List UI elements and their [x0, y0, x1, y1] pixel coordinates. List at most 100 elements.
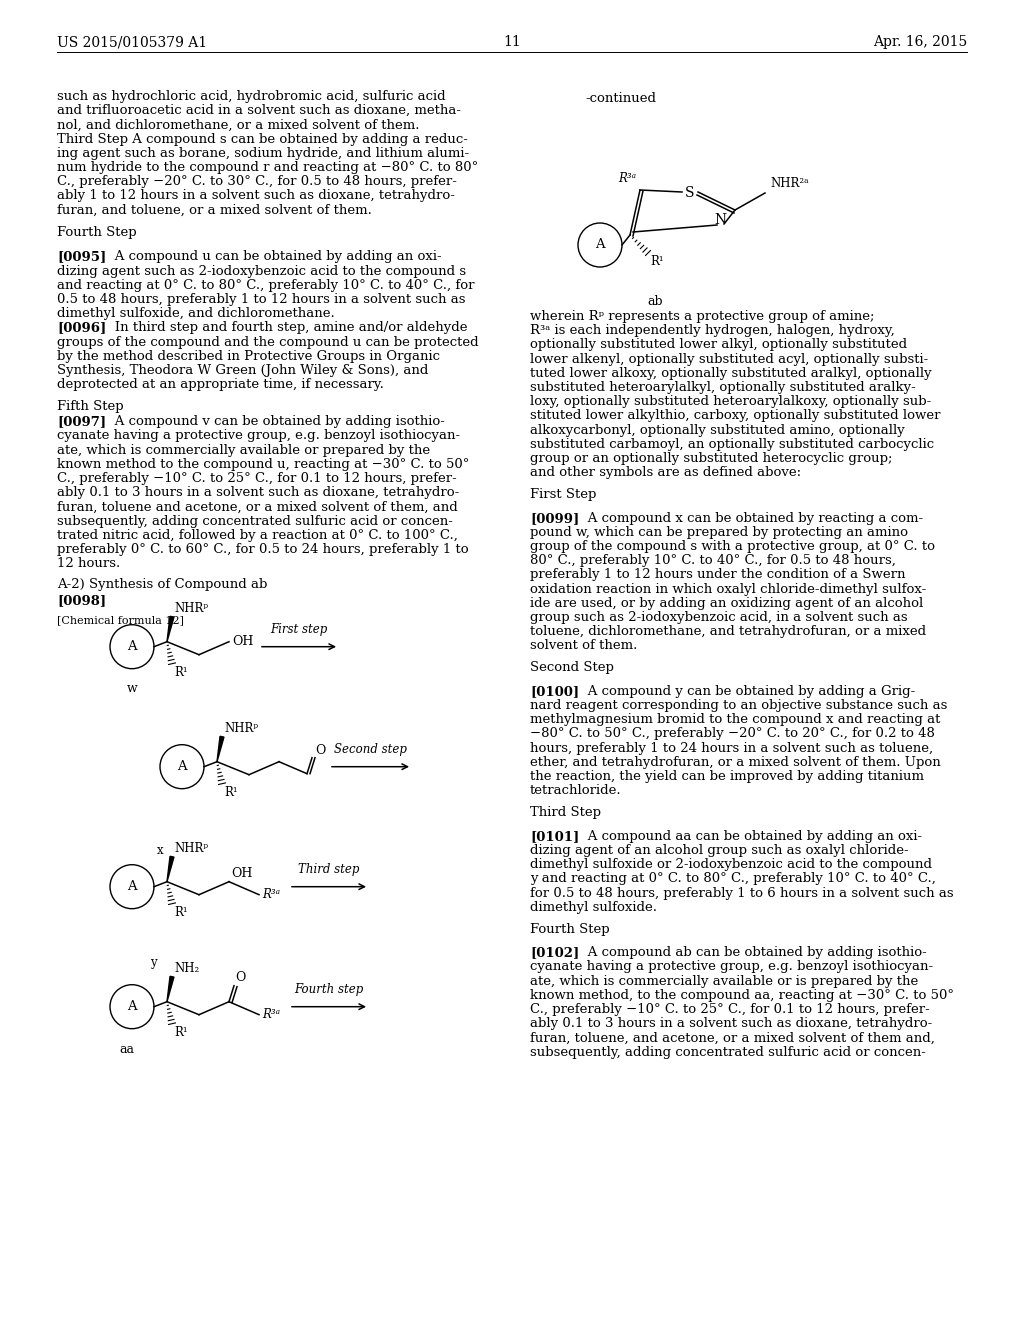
Text: y and reacting at 0° C. to 80° C., preferably 10° C. to 40° C.,: y and reacting at 0° C. to 80° C., prefe… — [530, 873, 936, 886]
Text: dimethyl sulfoxide or 2-iodoxybenzoic acid to the compound: dimethyl sulfoxide or 2-iodoxybenzoic ac… — [530, 858, 932, 871]
Text: aa: aa — [120, 1043, 134, 1056]
Text: S: S — [685, 186, 694, 201]
Text: dimethyl sulfoxide.: dimethyl sulfoxide. — [530, 900, 657, 913]
Text: x: x — [157, 843, 164, 857]
Text: group of the compound s with a protective group, at 0° C. to: group of the compound s with a protectiv… — [530, 540, 935, 553]
Text: stituted lower alkylthio, carboxy, optionally substituted lower: stituted lower alkylthio, carboxy, optio… — [530, 409, 940, 422]
Text: ate, which is commercially available or prepared by the: ate, which is commercially available or … — [57, 444, 430, 457]
Text: Fourth Step: Fourth Step — [530, 923, 609, 936]
Text: and other symbols are as defined above:: and other symbols are as defined above: — [530, 466, 801, 479]
Text: preferably 1 to 12 hours under the condition of a Swern: preferably 1 to 12 hours under the condi… — [530, 569, 905, 581]
Text: lower alkenyl, optionally substituted acyl, optionally substi-: lower alkenyl, optionally substituted ac… — [530, 352, 928, 366]
Text: First Step: First Step — [530, 488, 596, 502]
Text: [0095]: [0095] — [57, 251, 106, 264]
Text: [Chemical formula 12]: [Chemical formula 12] — [57, 615, 184, 626]
Text: deprotected at an appropriate time, if necessary.: deprotected at an appropriate time, if n… — [57, 379, 384, 391]
Text: OH: OH — [231, 867, 252, 879]
Text: ate, which is commercially available or is prepared by the: ate, which is commercially available or … — [530, 974, 919, 987]
Polygon shape — [167, 857, 174, 882]
Text: furan, toluene and acetone, or a mixed solvent of them, and: furan, toluene and acetone, or a mixed s… — [57, 500, 458, 513]
Text: NHR²ᵃ: NHR²ᵃ — [770, 177, 809, 190]
Text: A: A — [595, 239, 605, 252]
Text: R¹: R¹ — [174, 665, 187, 678]
Text: pound w, which can be prepared by protecting an amino: pound w, which can be prepared by protec… — [530, 525, 908, 539]
Text: furan, toluene, and acetone, or a mixed solvent of them and,: furan, toluene, and acetone, or a mixed … — [530, 1031, 935, 1044]
Text: A compound v can be obtained by adding isothio-: A compound v can be obtained by adding i… — [102, 416, 444, 428]
Text: In third step and fourth step, amine and/or aldehyde: In third step and fourth step, amine and… — [102, 322, 468, 334]
Text: R³ᵃ: R³ᵃ — [262, 888, 280, 902]
Text: ably 0.1 to 3 hours in a solvent such as dioxane, tetrahydro-: ably 0.1 to 3 hours in a solvent such as… — [57, 486, 459, 499]
Text: dimethyl sulfoxide, and dichloromethane.: dimethyl sulfoxide, and dichloromethane. — [57, 308, 335, 321]
Text: dizing agent of an alcohol group such as oxalyl chloride-: dizing agent of an alcohol group such as… — [530, 843, 908, 857]
Text: −80° C. to 50° C., preferably −20° C. to 20° C., for 0.2 to 48: −80° C. to 50° C., preferably −20° C. to… — [530, 727, 935, 741]
Text: subsequently, adding concentrated sulfuric acid or concen-: subsequently, adding concentrated sulfur… — [530, 1045, 926, 1059]
Text: w: w — [127, 681, 137, 694]
Text: subsequently, adding concentrated sulfuric acid or concen-: subsequently, adding concentrated sulfur… — [57, 515, 453, 528]
Text: Apr. 16, 2015: Apr. 16, 2015 — [872, 36, 967, 49]
Polygon shape — [217, 737, 224, 762]
Text: Fourth step: Fourth step — [294, 982, 364, 995]
Text: ably 1 to 12 hours in a solvent such as dioxane, tetrahydro-: ably 1 to 12 hours in a solvent such as … — [57, 189, 455, 202]
Text: [0097]: [0097] — [57, 416, 106, 428]
Text: [0099]: [0099] — [530, 512, 580, 524]
Text: NHRᵖ: NHRᵖ — [174, 842, 208, 855]
Text: such as hydrochloric acid, hydrobromic acid, sulfuric acid: such as hydrochloric acid, hydrobromic a… — [57, 90, 445, 103]
Text: ing agent such as borane, sodium hydride, and lithium alumi-: ing agent such as borane, sodium hydride… — [57, 147, 469, 160]
Text: Third Step A compound s can be obtained by adding a reduc-: Third Step A compound s can be obtained … — [57, 132, 468, 145]
Text: tetrachloride.: tetrachloride. — [530, 784, 622, 797]
Text: substituted carbamoyl, an optionally substituted carbocyclic: substituted carbamoyl, an optionally sub… — [530, 438, 934, 451]
Text: [0101]: [0101] — [530, 830, 580, 842]
Text: substituted heteroarylalkyl, optionally substituted aralky-: substituted heteroarylalkyl, optionally … — [530, 381, 915, 393]
Polygon shape — [167, 977, 174, 1002]
Polygon shape — [167, 616, 174, 642]
Text: Fifth Step: Fifth Step — [57, 400, 124, 413]
Text: num hydride to the compound r and reacting at −80° C. to 80°: num hydride to the compound r and reacti… — [57, 161, 478, 174]
Text: ab: ab — [647, 294, 663, 308]
Text: NHRᵖ: NHRᵖ — [224, 722, 258, 735]
Text: ably 0.1 to 3 hours in a solvent such as dioxane, tetrahydro-: ably 0.1 to 3 hours in a solvent such as… — [530, 1018, 932, 1030]
Text: oxidation reaction in which oxalyl chloride-dimethyl sulfox-: oxidation reaction in which oxalyl chlor… — [530, 582, 927, 595]
Text: First step: First step — [270, 623, 328, 636]
Text: A compound u can be obtained by adding an oxi-: A compound u can be obtained by adding a… — [102, 251, 441, 264]
Text: toluene, dichloromethane, and tetrahydrofuran, or a mixed: toluene, dichloromethane, and tetrahydro… — [530, 626, 926, 639]
Text: furan, and toluene, or a mixed solvent of them.: furan, and toluene, or a mixed solvent o… — [57, 203, 372, 216]
Text: R¹: R¹ — [224, 785, 238, 799]
Text: [0100]: [0100] — [530, 685, 580, 698]
Text: US 2015/0105379 A1: US 2015/0105379 A1 — [57, 36, 207, 49]
Text: Synthesis, Theodora W Green (John Wiley & Sons), and: Synthesis, Theodora W Green (John Wiley … — [57, 364, 428, 378]
Text: and reacting at 0° C. to 80° C., preferably 10° C. to 40° C., for: and reacting at 0° C. to 80° C., prefera… — [57, 279, 474, 292]
Text: R³ᵃ: R³ᵃ — [262, 1008, 280, 1022]
Text: A: A — [127, 640, 137, 653]
Text: loxy, optionally substituted heteroarylalkoxy, optionally sub-: loxy, optionally substituted heteroaryla… — [530, 395, 931, 408]
Text: C., preferably −10° C. to 25° C., for 0.1 to 12 hours, prefer-: C., preferably −10° C. to 25° C., for 0.… — [530, 1003, 930, 1016]
Text: and trifluoroacetic acid in a solvent such as dioxane, metha-: and trifluoroacetic acid in a solvent su… — [57, 104, 461, 117]
Text: Third Step: Third Step — [530, 807, 601, 820]
Text: -continued: -continued — [585, 92, 656, 106]
Text: Third step: Third step — [298, 863, 359, 875]
Text: [0096]: [0096] — [57, 322, 106, 334]
Text: A: A — [127, 880, 137, 894]
Text: ide are used, or by adding an oxidizing agent of an alcohol: ide are used, or by adding an oxidizing … — [530, 597, 924, 610]
Text: 0.5 to 48 hours, preferably 1 to 12 hours in a solvent such as: 0.5 to 48 hours, preferably 1 to 12 hour… — [57, 293, 466, 306]
Text: wherein Rᵖ represents a protective group of amine;: wherein Rᵖ represents a protective group… — [530, 310, 874, 323]
Text: A: A — [177, 760, 186, 774]
Text: groups of the compound and the compound u can be protected: groups of the compound and the compound … — [57, 335, 478, 348]
Text: 80° C., preferably 10° C. to 40° C., for 0.5 to 48 hours,: 80° C., preferably 10° C. to 40° C., for… — [530, 554, 896, 568]
Text: R¹: R¹ — [174, 906, 187, 919]
Text: ether, and tetrahydrofuran, or a mixed solvent of them. Upon: ether, and tetrahydrofuran, or a mixed s… — [530, 756, 941, 768]
Text: 11: 11 — [503, 36, 521, 49]
Text: N: N — [714, 213, 726, 227]
Text: O: O — [315, 743, 326, 756]
Text: R¹: R¹ — [174, 1026, 187, 1039]
Text: dizing agent such as 2-iodoxybenzoic acid to the compound s: dizing agent such as 2-iodoxybenzoic aci… — [57, 264, 466, 277]
Text: optionally substituted lower alkyl, optionally substituted: optionally substituted lower alkyl, opti… — [530, 338, 907, 351]
Text: A compound y can be obtained by adding a Grig-: A compound y can be obtained by adding a… — [575, 685, 915, 698]
Text: OH: OH — [232, 635, 253, 648]
Text: A compound ab can be obtained by adding isothio-: A compound ab can be obtained by adding … — [575, 946, 927, 960]
Text: Second step: Second step — [334, 743, 407, 755]
Text: A compound aa can be obtained by adding an oxi-: A compound aa can be obtained by adding … — [575, 830, 923, 842]
Text: R³ᵃ is each independently hydrogen, halogen, hydroxy,: R³ᵃ is each independently hydrogen, halo… — [530, 325, 895, 337]
Text: for 0.5 to 48 hours, preferably 1 to 6 hours in a solvent such as: for 0.5 to 48 hours, preferably 1 to 6 h… — [530, 887, 953, 899]
Text: nol, and dichloromethane, or a mixed solvent of them.: nol, and dichloromethane, or a mixed sol… — [57, 119, 420, 132]
Text: [0102]: [0102] — [530, 946, 580, 960]
